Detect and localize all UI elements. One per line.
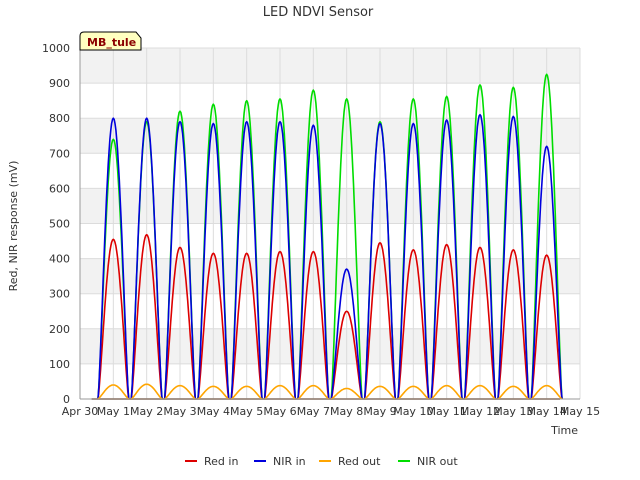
series-line-red-in <box>430 243 463 400</box>
y-tick-label: 500 <box>49 218 70 231</box>
y-tick-label: 800 <box>49 112 70 125</box>
site-tag-label: MB_tule <box>87 36 136 49</box>
x-tick-label: May 6 <box>263 405 296 418</box>
y-tick-label: 600 <box>49 182 70 195</box>
series-line-nir-in <box>97 117 130 400</box>
x-tick-label: May 12 <box>460 405 500 418</box>
site-tag: MB_tule <box>79 31 142 51</box>
series-line-red-out <box>497 385 530 400</box>
series-line-red-out <box>197 385 230 400</box>
series-line-red-in <box>463 246 497 400</box>
plot-band <box>80 188 580 224</box>
grid-lines <box>79 47 581 400</box>
x-tick-label: May 15 <box>560 405 600 418</box>
legend-label: NIR in <box>273 455 306 468</box>
x-tick-label: Apr 30 <box>62 405 99 418</box>
x-tick-label: May 1 <box>97 405 130 418</box>
plot-band <box>80 258 580 294</box>
legend-label: Red out <box>338 455 381 468</box>
x-tick-label: May 3 <box>163 405 196 418</box>
legend: Red in NIR in Red out NIR out <box>185 455 458 468</box>
legend-item: NIR out <box>398 455 458 468</box>
series-line-red-in <box>97 238 130 400</box>
series-line-nir-in <box>263 120 297 400</box>
series-line-red-in <box>163 246 197 400</box>
series-line-red-in <box>530 254 563 400</box>
x-tick-label: May 5 <box>230 405 263 418</box>
x-axis-title: Time <box>550 424 578 437</box>
series-line-red-out <box>164 384 196 400</box>
series-line-nir-in <box>397 122 430 400</box>
axes <box>79 48 580 400</box>
series-line-nir-in <box>297 124 330 400</box>
legend-item: Red out <box>319 455 381 468</box>
plot-band <box>80 118 580 154</box>
series-line-red-in <box>330 310 363 400</box>
series-line-nir-out <box>330 98 363 400</box>
series-line-nir-out <box>530 73 563 400</box>
series-line-red-out <box>230 385 263 400</box>
series-line-red-in <box>297 250 330 400</box>
x-tick-label: May 14 <box>527 405 567 418</box>
y-tick-label: 200 <box>49 323 70 336</box>
series-line-red-in <box>497 249 530 400</box>
series-line-red-out <box>530 384 563 400</box>
legend-label: NIR out <box>417 455 458 468</box>
x-tick-label: May 4 <box>197 405 230 418</box>
series-line-red-out <box>264 384 296 400</box>
y-tick-label: 700 <box>49 147 70 160</box>
series-line-nir-in <box>363 122 397 400</box>
series-line-red-out <box>97 384 130 400</box>
series-line-nir-in <box>463 113 497 400</box>
series-line-red-in <box>230 252 263 400</box>
y-tick-label: 1000 <box>42 42 70 55</box>
series-line-nir-in <box>330 268 363 400</box>
legend-item: Red in <box>185 455 238 468</box>
x-tick-label: May 7 <box>297 405 330 418</box>
legend-item: NIR in <box>254 455 306 468</box>
y-tick-label: 400 <box>49 253 70 266</box>
site-tag-box <box>79 31 142 51</box>
y-axis-title: Red, NIR response (mV) <box>7 161 20 292</box>
series-line-nir-in <box>497 115 530 400</box>
series-line-nir-in <box>230 120 263 400</box>
series-line-red-out <box>464 384 496 400</box>
series-line-nir-in <box>130 117 163 400</box>
series-line-red-out <box>297 384 330 400</box>
chart-title: LED NDVI Sensor <box>263 5 374 20</box>
series-line-red-in <box>397 249 430 400</box>
series-line-red-out <box>397 385 430 400</box>
series-line-red-in <box>130 233 163 400</box>
plot-band <box>80 328 580 364</box>
x-tick-label: May 9 <box>363 405 396 418</box>
series-line-nir-in <box>197 122 230 400</box>
series-line-red-out <box>430 384 463 400</box>
series-line-nir-in <box>530 145 563 400</box>
series-line-nir-in <box>430 119 463 400</box>
series-line-red-in <box>197 252 230 400</box>
y-tick-label: 0 <box>63 393 70 406</box>
legend-label: Red in <box>204 455 238 468</box>
series-line-nir-in <box>163 120 197 400</box>
x-tick-label: May 11 <box>427 405 467 418</box>
x-tick-label: May 2 <box>130 405 163 418</box>
y-tick-label: 900 <box>49 77 70 90</box>
series-line-red-in <box>263 250 297 400</box>
x-tick-label: May 8 <box>330 405 363 418</box>
x-tick-label: May 13 <box>493 405 533 418</box>
series-line-red-in <box>363 242 397 400</box>
y-tick-label: 100 <box>49 358 70 371</box>
y-tick-labels: 0 100 200 300 400 500 600 700 800 900 1000 <box>42 42 70 406</box>
series-line-red-out <box>130 383 163 400</box>
plot-band <box>80 48 580 84</box>
series-line-red-out <box>364 385 396 400</box>
y-tick-label: 300 <box>49 288 70 301</box>
series-line-red-out <box>330 387 363 400</box>
x-tick-label: May 10 <box>393 405 433 418</box>
